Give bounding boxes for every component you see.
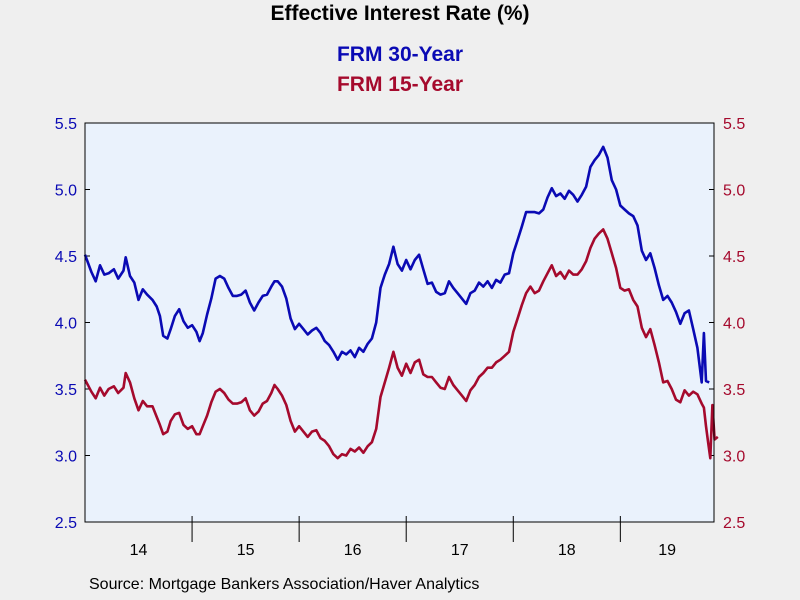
y-tick-label-left: 4.0 bbox=[55, 316, 77, 333]
y-tick-label-left: 4.5 bbox=[55, 249, 77, 266]
y-tick-label-left: 2.5 bbox=[55, 515, 77, 532]
y-tick-label-right: 2.5 bbox=[723, 515, 745, 532]
y-tick-label-right: 5.5 bbox=[723, 116, 745, 133]
legend-frm-15-year: FRM 15-Year bbox=[336, 73, 464, 96]
y-tick-label-right: 3.5 bbox=[723, 382, 745, 399]
y-tick-label-right: 4.5 bbox=[723, 249, 745, 266]
series-line-frm-30-year bbox=[83, 145, 710, 384]
x-tick-label: 19 bbox=[658, 542, 676, 559]
plot-frame bbox=[84, 122, 715, 523]
plot-area bbox=[85, 123, 714, 522]
y-tick-label-left: 3.0 bbox=[55, 449, 77, 466]
x-tick-label: 14 bbox=[130, 542, 148, 559]
y-tick-label-right: 3.0 bbox=[723, 449, 745, 466]
series-line-frm-15-year bbox=[83, 228, 719, 460]
y-tick-label-left: 5.0 bbox=[55, 183, 77, 200]
y-tick-label-left: 3.5 bbox=[55, 382, 77, 399]
source-note: Source: Mortgage Bankers Association/Hav… bbox=[89, 576, 480, 593]
y-tick-label-right: 5.0 bbox=[723, 183, 745, 200]
x-tick-label: 18 bbox=[558, 542, 576, 559]
chart-title: Effective Interest Rate (%) bbox=[270, 2, 530, 25]
x-tick-label: 16 bbox=[344, 542, 362, 559]
y-tick-label-left: 5.5 bbox=[55, 116, 77, 133]
legend-frm-30-year: FRM 30-Year bbox=[336, 43, 464, 66]
y-tick-label-right: 4.0 bbox=[723, 316, 745, 333]
x-tick-label: 17 bbox=[451, 542, 469, 559]
x-tick-label: 15 bbox=[237, 542, 255, 559]
